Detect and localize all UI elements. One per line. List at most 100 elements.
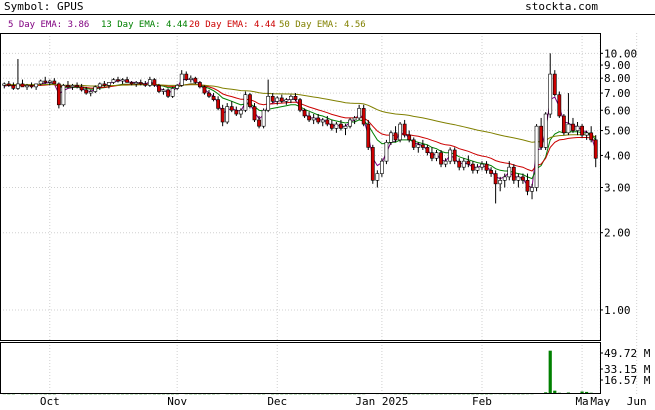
candle-body <box>566 123 571 134</box>
candle-body <box>93 86 98 92</box>
candle-body <box>398 123 402 141</box>
candle-body <box>470 163 475 171</box>
candle-body <box>511 166 516 181</box>
candle-body <box>302 109 307 117</box>
candle-body <box>220 108 225 123</box>
candle-body <box>593 139 598 159</box>
candle-body <box>184 73 189 80</box>
price-tick-label: 7.00 <box>604 87 631 100</box>
candle-body <box>448 149 453 162</box>
candle-body <box>116 79 120 82</box>
price-tick-label: 1.00 <box>604 304 631 317</box>
candle-body <box>521 176 525 181</box>
candle-body <box>52 80 57 85</box>
candle-body <box>348 119 352 127</box>
candle-body <box>561 115 566 134</box>
date-tick-label: May <box>590 395 610 406</box>
price-tick-label: 3.00 <box>604 182 631 195</box>
candle-body <box>129 82 134 85</box>
candle-body <box>66 85 70 88</box>
date-tick-label: Ma <box>575 395 588 406</box>
candle-body <box>370 147 375 181</box>
candle-body <box>270 96 275 102</box>
candle-body <box>289 96 293 100</box>
candle-body <box>138 82 143 85</box>
candle-body <box>571 123 575 131</box>
candle-body <box>489 170 493 174</box>
candle-body <box>102 83 107 86</box>
date-tick-label: Jun <box>627 395 647 406</box>
candle-body <box>166 89 170 97</box>
candle-body <box>548 73 553 115</box>
candle-body <box>97 83 102 88</box>
candle-body <box>430 152 434 159</box>
candle-body <box>43 80 48 83</box>
candle-body <box>229 106 234 111</box>
volume-tick-label: 33.15 M <box>604 363 651 376</box>
price-tick-label: 10.00 <box>604 47 637 60</box>
candle-body <box>498 180 503 185</box>
candle-body <box>493 173 498 185</box>
candle-body <box>248 94 252 107</box>
candle-body <box>34 83 39 88</box>
candle-body <box>434 152 439 159</box>
candle-body <box>334 123 339 129</box>
candle-body <box>389 132 393 143</box>
date-tick-label: Jan 2025 <box>355 395 408 406</box>
candle-body <box>407 134 412 141</box>
candle-body <box>552 73 557 95</box>
candle-body <box>525 180 530 192</box>
price-tick-label: 8.00 <box>604 72 631 85</box>
candle-body <box>393 132 398 141</box>
candle-body <box>352 117 357 121</box>
candle-body <box>275 97 280 102</box>
volume-axis: 49.72 M 33.15 M16.57 M <box>600 347 651 387</box>
candle-body <box>452 149 457 162</box>
candle-body <box>325 119 330 125</box>
candle-body <box>143 83 148 86</box>
candle-body <box>56 83 61 106</box>
candle-body <box>111 79 116 83</box>
candle-body <box>11 85 16 89</box>
candle-body <box>375 173 380 181</box>
volume-frame <box>0 342 601 394</box>
candle-body <box>125 79 130 83</box>
candle-body <box>316 117 321 123</box>
candle-body <box>47 80 52 83</box>
candle-body <box>16 83 20 89</box>
price-tick-label: 9.00 <box>604 59 631 72</box>
candle-body <box>152 79 157 86</box>
candle-body <box>120 79 125 82</box>
candle-body <box>225 106 230 123</box>
candle-body <box>284 99 289 102</box>
candle-body <box>416 144 421 148</box>
candle-body <box>329 123 334 129</box>
candle-body <box>439 152 443 165</box>
candle-body <box>507 166 512 178</box>
candle-body <box>457 160 462 168</box>
candle-body <box>20 83 25 88</box>
candle-body <box>411 139 416 148</box>
site-label: stockta.com <box>525 0 598 13</box>
candle-body <box>134 82 139 85</box>
candle-body <box>534 125 539 188</box>
candle-body <box>443 160 448 165</box>
candle-body <box>530 187 534 192</box>
candle-body <box>557 94 562 117</box>
candle-body <box>480 163 484 168</box>
candle-body <box>147 79 152 86</box>
price-tick-label: 2.00 <box>604 227 631 240</box>
candle-body <box>466 160 471 165</box>
date-tick-label: Oct <box>40 395 60 406</box>
price-candles <box>2 53 598 204</box>
candle-body <box>293 96 298 100</box>
candle-body <box>243 94 248 111</box>
candle-body <box>584 132 589 136</box>
candle-body <box>357 108 362 119</box>
candle-body <box>361 108 366 125</box>
candle-body <box>88 91 93 94</box>
candle-body <box>202 86 207 94</box>
candle-body <box>580 125 584 136</box>
